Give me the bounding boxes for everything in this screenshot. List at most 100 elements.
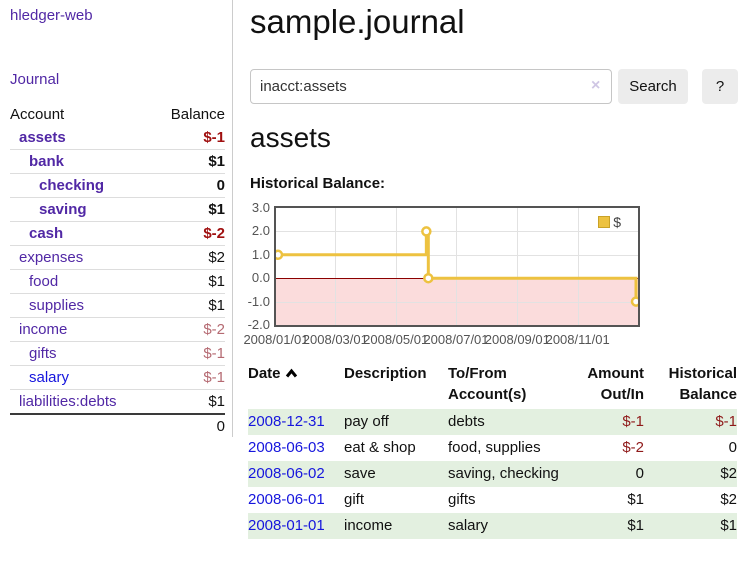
account-row: cash $-2	[10, 221, 225, 246]
account-row: bank $1	[10, 149, 225, 174]
gridline	[276, 301, 638, 303]
register-cell-date: 2008-06-03	[248, 435, 344, 461]
register-cell-balance: $1	[720, 517, 737, 534]
account-link[interactable]: food	[29, 273, 59, 290]
register-cell-amount: $-1	[622, 413, 644, 430]
transaction-date-link[interactable]: 2008-06-03	[248, 439, 325, 456]
search-button[interactable]: Search	[618, 69, 688, 104]
register-cell-balance: 0	[728, 439, 737, 456]
y-axis-tick-label: 0.0	[251, 270, 270, 286]
transaction-date-link[interactable]: 2008-06-01	[248, 491, 325, 508]
gridline	[276, 254, 638, 256]
sidebar: hledger-web Journal Account Balance asse…	[0, 0, 233, 438]
account-link[interactable]: assets	[19, 129, 66, 146]
register-cell-description: income	[344, 517, 393, 534]
account-link[interactable]: income	[19, 321, 68, 338]
account-row: gifts $-1	[10, 341, 225, 366]
y-axis-tick-label: -1.0	[247, 293, 270, 309]
account-link[interactable]: checking	[39, 177, 105, 194]
x-axis-tick-label: 2008/03/01	[302, 332, 368, 347]
account-link[interactable]: expenses	[19, 249, 84, 266]
accounts-total-value: 0	[152, 413, 225, 438]
account-link[interactable]: salary	[29, 369, 70, 386]
account-row: supplies $1	[10, 293, 225, 318]
account-link[interactable]: bank	[29, 153, 65, 170]
sidebar-item-journal[interactable]: Journal	[10, 71, 60, 88]
register-row: 2008-06-03 eat & shop food, supplies $-2 0	[248, 435, 737, 461]
x-axis-tick-label: 2008/05/01	[363, 332, 429, 347]
search-input[interactable]	[250, 69, 612, 104]
account-heading: assets	[250, 122, 331, 153]
account-row: checking 0	[10, 173, 225, 198]
main-content: sample.journal × Search ? assets Histori…	[243, 0, 738, 582]
gridline	[456, 208, 457, 325]
register-cell-accounts: gifts	[448, 491, 476, 508]
account-row: liabilities:debts $1	[10, 389, 225, 414]
register-header-row: Date Description To/From Account(s) Amoun…	[248, 361, 737, 409]
x-axis-tick-label: 2008/09/01	[484, 332, 550, 347]
account-row: income $-2	[10, 317, 225, 342]
data-point	[276, 249, 284, 261]
data-point	[630, 296, 638, 307]
register-header-accounts: To/From Account(s)	[448, 365, 527, 403]
transaction-date-link[interactable]: 2008-06-02	[248, 465, 325, 482]
x-axis-tick-label: 2008/07/01	[423, 332, 489, 347]
gridline	[276, 231, 638, 233]
register-cell-description: gift	[344, 491, 365, 508]
transaction-date-link[interactable]: 2008-01-01	[248, 517, 325, 534]
register-cell-date: 2008-12-31	[248, 409, 344, 435]
register-header-balance: Historical Balance	[668, 365, 737, 403]
register-header-amount: Amount Out/In	[587, 365, 644, 403]
gridline	[395, 208, 397, 325]
register-cell-date: 2008-06-01	[248, 487, 344, 513]
register-table: Date Description To/From Account(s) Amoun…	[248, 361, 737, 539]
data-point	[423, 272, 434, 284]
register-cell-balance: $2	[720, 491, 737, 508]
legend-label: $	[613, 214, 621, 230]
account-balance: $1	[152, 197, 225, 222]
gridline	[517, 208, 519, 325]
register-cell-accounts: debts	[448, 413, 485, 430]
account-link[interactable]: liabilities:debts	[19, 393, 117, 410]
account-balance: $1	[152, 293, 225, 318]
app-title-link[interactable]: hledger-web	[10, 7, 93, 24]
register-header-date: Date	[248, 361, 344, 409]
register-cell-amount: $1	[627, 491, 644, 508]
search-bar: × Search ?	[250, 69, 738, 104]
account-balance: $-1	[152, 341, 225, 366]
account-link[interactable]: cash	[29, 225, 64, 242]
register-cell-date: 2008-06-02	[248, 461, 344, 487]
account-link[interactable]: supplies	[29, 297, 85, 314]
account-balance: $1	[152, 389, 225, 414]
register-cell-description: pay off	[344, 413, 389, 430]
sort-ascending-icon	[285, 364, 298, 385]
y-axis-tick-label: -2.0	[247, 317, 270, 332]
x-axis-tick-label: 2008/11/01	[545, 332, 610, 347]
help-button[interactable]: ?	[702, 69, 738, 104]
gridline	[335, 208, 337, 325]
account-link[interactable]: saving	[39, 201, 87, 218]
register-cell-amount: 0	[635, 465, 644, 482]
legend-swatch	[598, 216, 611, 228]
account-row: expenses $2	[10, 245, 225, 270]
accounts-table: Account Balance assets $-1 bank $1 checking 0…	[10, 103, 225, 438]
account-row: saving $1	[10, 197, 225, 222]
y-axis-tick-label: 3.0	[251, 200, 270, 215]
register-cell-balance: $-1	[715, 413, 737, 430]
account-balance: 0	[152, 173, 225, 198]
account-row: salary $-1	[10, 365, 225, 390]
account-balance: $-2	[152, 317, 225, 342]
register-row: 2008-01-01 income salary $1 $1	[248, 513, 737, 539]
register-cell-date: 2008-01-01	[248, 513, 344, 539]
register-tbody: 2008-12-31 pay off debts $-1 $-1 2008-06-03 ea…	[248, 409, 737, 539]
y-axis-tick-label: 2.0	[251, 223, 270, 239]
account-balance: $-2	[152, 221, 225, 246]
account-balance: $1	[152, 269, 225, 294]
accounts-header-row: Account Balance	[10, 103, 225, 126]
register-cell-accounts: saving, checking	[448, 465, 559, 482]
clear-search-icon[interactable]: ×	[591, 77, 601, 94]
accounts-header-account: Account	[10, 106, 65, 123]
account-link[interactable]: gifts	[29, 345, 57, 362]
transaction-date-link[interactable]: 2008-12-31	[248, 413, 325, 430]
register-row: 2008-06-02 save saving, checking 0 $2	[248, 461, 737, 487]
